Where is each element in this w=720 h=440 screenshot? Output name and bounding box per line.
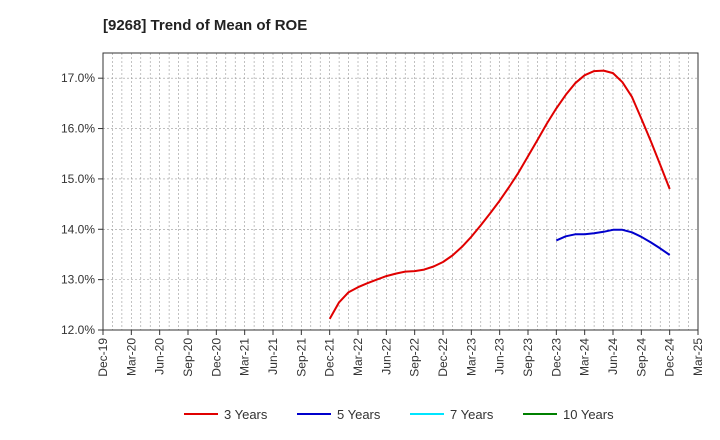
x-tick-label: Sep-21: [294, 338, 308, 377]
x-tick-label: Jun-21: [266, 338, 280, 375]
x-tick-label: Mar-22: [351, 338, 365, 376]
y-axis: 12.0% 13.0% 14.0% 15.0% 16.0% 17.0%: [61, 71, 103, 337]
x-tick-label: Mar-23: [464, 338, 478, 376]
series-line-3-years: [328, 69, 671, 320]
x-axis: Dec-19 Mar-20 Jun-20 Sep-20 Dec-20 Mar-21 Jun-…: [96, 330, 705, 377]
x-tick-label: Mar-21: [238, 338, 252, 376]
y-tick-label: 13.0%: [61, 273, 95, 287]
legend: 3 Years 5 Years 7 Years 10 Years: [184, 407, 614, 422]
x-tick-label: Dec-21: [323, 338, 337, 377]
x-tick-label: Jun-24: [606, 338, 620, 375]
legend-label: 7 Years: [450, 407, 494, 422]
x-tick-label: Sep-20: [181, 338, 195, 377]
x-tick-label: Sep-23: [521, 338, 535, 377]
x-tick-label: Jun-23: [493, 338, 507, 375]
plot-frame: [102, 52, 699, 331]
x-tick-label: Dec-20: [209, 338, 223, 377]
x-tick-label: Dec-22: [436, 338, 450, 377]
x-tick-label: Sep-22: [408, 338, 422, 377]
series-line-5-years: [555, 228, 671, 256]
series-lines: [328, 69, 671, 320]
chart-title: [9268] Trend of Mean of ROE: [103, 17, 307, 34]
x-tick-label: Mar-25: [691, 338, 705, 376]
x-tick-label: Sep-24: [634, 338, 648, 377]
x-tick-label: Dec-19: [96, 338, 110, 377]
legend-label: 10 Years: [563, 407, 614, 422]
x-tick-label: Jun-22: [379, 338, 393, 375]
plot-grid: [103, 53, 698, 331]
x-tick-label: Dec-24: [663, 338, 677, 377]
y-tick-label: 12.0%: [61, 323, 95, 337]
y-tick-label: 15.0%: [61, 172, 95, 186]
x-tick-label: Mar-20: [124, 338, 138, 376]
legend-label: 5 Years: [337, 407, 381, 422]
x-tick-label: Dec-23: [549, 338, 563, 377]
y-tick-label: 16.0%: [61, 122, 95, 136]
x-tick-label: Mar-24: [578, 338, 592, 376]
y-tick-label: 14.0%: [61, 222, 95, 236]
x-tick-label: Jun-20: [153, 338, 167, 375]
legend-label: 3 Years: [224, 407, 268, 422]
y-tick-label: 17.0%: [61, 71, 95, 85]
